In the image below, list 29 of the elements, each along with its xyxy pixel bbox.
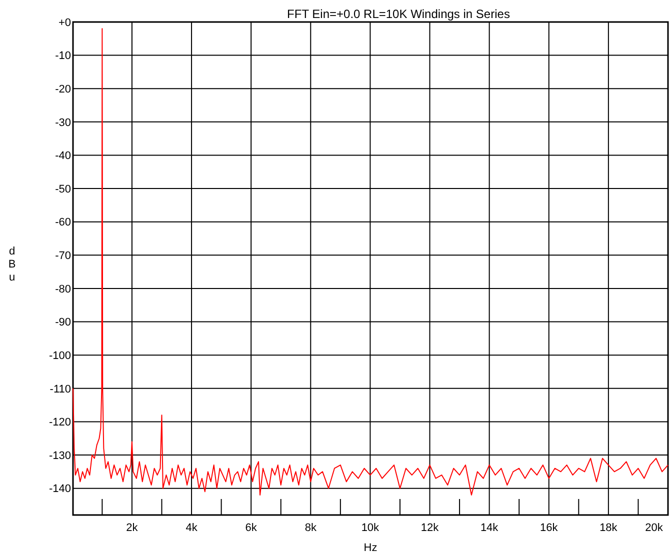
x-tick-label: 12k [420,522,440,534]
y-tick-label: -90 [55,316,71,329]
y-tick-label: -40 [55,150,71,162]
y-tick-label: -140 [48,483,71,496]
y-tick-label: -70 [55,250,71,262]
y-axis-title: dBu [8,246,16,284]
y-tick-label: -20 [55,83,71,96]
y-tick-label: -130 [48,450,71,462]
x-tick-label: 6k [245,522,258,534]
y-tick-label: +0 [58,16,71,29]
y-tick-label: -80 [55,283,71,296]
x-tick-label: 4k [186,522,198,534]
line-series [72,28,668,496]
x-tick-label: 18k [600,522,618,534]
x-tick-label: 2k [126,522,138,534]
x-tick-label: 14k [480,522,499,534]
x-tick-label: 20k [645,522,664,534]
x-axis-title: Hz [364,542,378,554]
x-tick-label: 8k [304,522,317,534]
y-tick-label: -60 [55,216,71,229]
x-tick-label: 10k [361,522,380,534]
chart-title: FFT Ein=+0.0 RL=10K Windings in Series [287,7,510,21]
y-tick-label: -50 [55,183,71,196]
y-tick-label: -100 [48,350,71,362]
x-tick-label: 16k [540,522,558,534]
y-tick-label: -10 [55,50,71,62]
y-tick-label: -30 [55,116,71,129]
y-tick-label: -120 [48,416,71,429]
y-tick-label: -110 [50,383,71,396]
